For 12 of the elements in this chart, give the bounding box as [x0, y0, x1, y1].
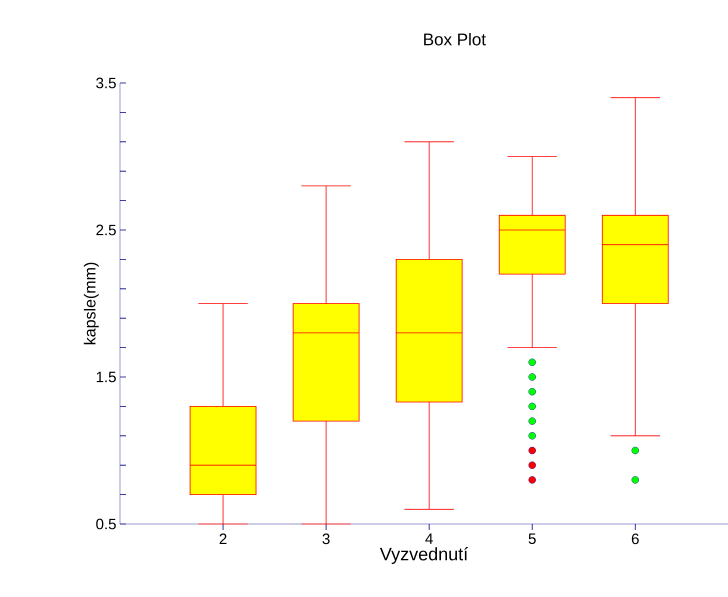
- x-axis-title: Vyzvednutí: [380, 547, 468, 564]
- y-tick-label: 3.5: [96, 78, 116, 88]
- x-tick-label: 5: [528, 534, 536, 544]
- y-axis-title: kapsle(mm): [84, 262, 99, 344]
- x-tick-label: 6: [632, 534, 639, 544]
- chart-title: Box Plot: [424, 32, 486, 46]
- x-tick-label: 2: [220, 534, 226, 544]
- x-tick-label: 3: [322, 534, 330, 544]
- x-tick-label: 4: [425, 534, 433, 544]
- y-tick-label: 1.5: [96, 372, 116, 382]
- y-tick-label: 0.5: [96, 518, 116, 530]
- y-tick-label: 2.5: [96, 224, 116, 236]
